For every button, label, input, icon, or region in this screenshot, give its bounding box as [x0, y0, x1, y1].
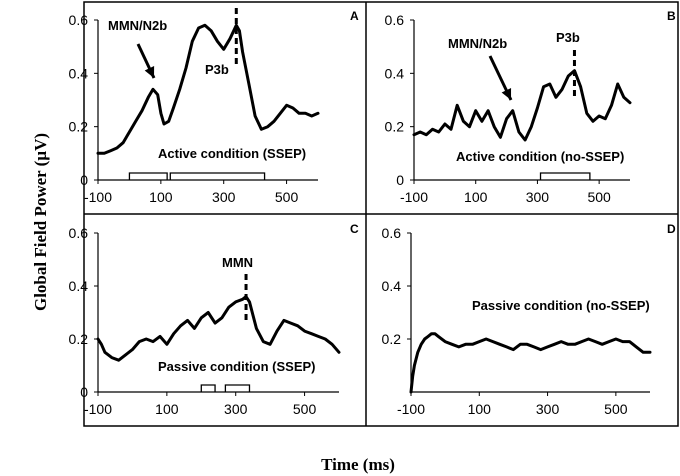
y-tick-label: 0.6	[69, 225, 89, 241]
x-tick-label: 100	[155, 401, 179, 417]
significance-bar	[200, 384, 216, 392]
annotation-label: MMN/N2b	[108, 18, 167, 33]
panel-b: 0 0.2 0.4 0.6 -100 100 300 500 MMN/N2b P3b Active …	[385, 9, 676, 205]
x-tick-label: 500	[275, 189, 299, 205]
x-tick-label: -100	[84, 189, 112, 205]
x-tick-label: 100	[464, 189, 488, 205]
panel-d: 0.2 0.4 0.6 -100 100 300 500 Passive condition …	[382, 222, 676, 417]
x-tick-label: -100	[400, 189, 428, 205]
y-tick-label: 0.6	[385, 12, 405, 28]
condition-label: Passive condition (SSEP)	[158, 359, 316, 374]
y-tick-label: 0.4	[69, 65, 89, 81]
y-tick-label: 0.4	[385, 65, 405, 81]
y-tick-label: 0	[396, 172, 404, 188]
x-tick-label: 100	[149, 189, 173, 205]
panel-a: 0 0.2 0.4 0.6 -100 100 300 500 MMN/N2b P3b Active …	[69, 8, 359, 205]
y-tick-label: 0.4	[382, 278, 402, 294]
y-tick-label: 0.4	[69, 278, 89, 294]
x-tick-label: 300	[536, 401, 560, 417]
gfp-series-line	[96, 23, 320, 155]
condition-label: Passive condition (no-SSEP)	[472, 298, 650, 313]
annotation-label: P3b	[205, 62, 229, 77]
x-tick-label: 300	[212, 189, 236, 205]
x-tick-label: -100	[397, 401, 425, 417]
panel-letter: A	[350, 9, 359, 23]
annotation-label: MMN/N2b	[448, 36, 507, 51]
y-tick-label: 0.6	[69, 12, 89, 28]
significance-bar	[224, 384, 251, 392]
x-tick-label: -100	[84, 401, 112, 417]
x-tick-label: 300	[224, 401, 248, 417]
y-tick-label: 0.2	[385, 119, 405, 135]
y-tick-label: 0	[80, 384, 88, 400]
annotation-label: MMN	[222, 255, 253, 270]
annotation-arrowhead	[501, 88, 512, 100]
x-tick-label: 300	[526, 189, 550, 205]
x-axis-label: Time (ms)	[321, 455, 395, 474]
y-axis-label: Global Field Power (µV)	[31, 133, 50, 311]
gfp-series-line	[96, 295, 341, 362]
condition-label: Active condition (no-SSEP)	[456, 149, 624, 164]
condition-label: Active condition (SSEP)	[158, 146, 306, 161]
gfp-series-line	[412, 69, 632, 142]
y-tick-label: 0	[80, 172, 88, 188]
significance-bar	[539, 172, 591, 180]
panel-c: 0 0.2 0.4 0.6 -100 100 300 500 MMN Passive condit…	[69, 222, 359, 417]
panel-letter: C	[350, 222, 359, 236]
y-tick-label: 0.2	[382, 331, 402, 347]
x-tick-label: 500	[587, 189, 611, 205]
x-tick-label: 100	[468, 401, 492, 417]
panel-letter: D	[667, 222, 676, 236]
x-tick-label: 500	[293, 401, 317, 417]
significance-bar	[169, 172, 266, 180]
annotation-arrowhead	[144, 66, 155, 78]
y-tick-label: 0.2	[69, 331, 89, 347]
annotation-label: P3b	[556, 30, 580, 45]
gfp-series-line	[409, 332, 652, 394]
panel-letter: B	[667, 9, 676, 23]
y-tick-label: 0.2	[69, 119, 89, 135]
x-tick-label: 500	[604, 401, 628, 417]
panels: 0 0.2 0.4 0.6 -100 100 300 500 MMN/N2b P3b Active …	[69, 8, 676, 417]
y-tick-label: 0.6	[382, 225, 402, 241]
significance-bar	[128, 172, 168, 180]
